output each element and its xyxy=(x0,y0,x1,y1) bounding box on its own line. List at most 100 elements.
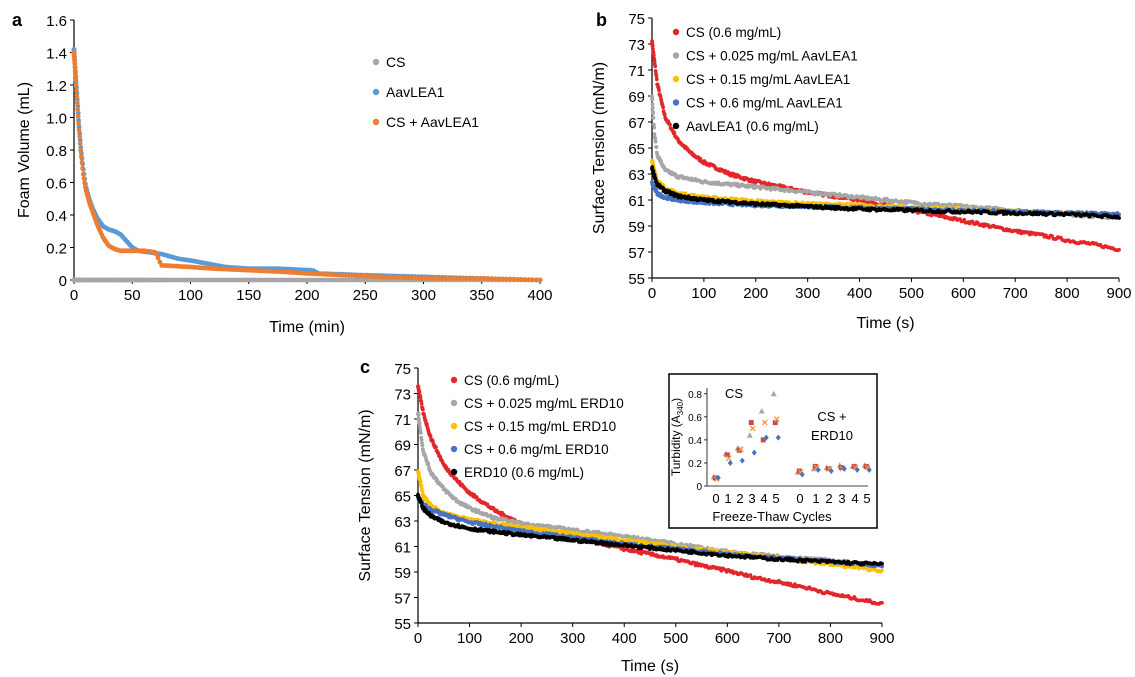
data-point xyxy=(426,462,431,467)
data-point xyxy=(417,471,421,476)
data-point xyxy=(419,401,424,406)
data-point xyxy=(653,136,658,141)
data-point xyxy=(73,77,79,83)
data-point xyxy=(489,276,494,282)
data-point xyxy=(73,82,79,88)
y-tick-label: 59 xyxy=(394,565,411,582)
data-point xyxy=(432,276,438,281)
data-point xyxy=(72,68,78,74)
legend-entry: CS + 0.6 mg/mL AavLEA1 xyxy=(686,96,843,111)
data-point xyxy=(82,180,88,186)
data-point xyxy=(417,421,422,426)
data-point xyxy=(74,88,79,93)
data-point xyxy=(522,277,528,282)
data-point xyxy=(416,413,421,417)
y-axis-label: Surface Tension (mN/m) xyxy=(591,62,608,234)
x-tick-label: 50 xyxy=(124,287,141,304)
data-point xyxy=(651,169,656,174)
x-tick-label: 600 xyxy=(951,285,976,302)
x-tick-label: 700 xyxy=(1003,285,1028,302)
x-axis-label: Time (min) xyxy=(269,319,345,336)
data-point xyxy=(654,145,659,150)
legend-entry: CS + 0.025 mg/mL AavLEA1 xyxy=(686,49,858,64)
y-tick-label: 0 xyxy=(59,273,67,290)
data-point xyxy=(657,88,661,93)
x-tick-label: 900 xyxy=(1106,285,1131,302)
data-point xyxy=(654,77,659,82)
data-point xyxy=(453,276,459,281)
data-point xyxy=(651,47,655,51)
data-point xyxy=(651,122,656,127)
data-point xyxy=(651,115,656,120)
x-axis-label: Time (s) xyxy=(856,315,914,332)
y-tick-label: 63 xyxy=(394,514,411,531)
y-tick-label: 63 xyxy=(628,167,645,184)
data-point xyxy=(530,277,535,283)
data-point xyxy=(482,276,487,281)
legend-entry: AavLEA1 (0.6 mg/mL) xyxy=(686,119,819,134)
data-point xyxy=(74,100,80,106)
y-tick-label: 1.6 xyxy=(46,13,67,30)
data-point xyxy=(653,69,658,73)
y-tick-label: 73 xyxy=(628,37,645,54)
legend-marker xyxy=(672,52,680,59)
data-point xyxy=(511,276,517,282)
legend-entry: CS + AavLEA1 xyxy=(386,114,479,130)
data-point xyxy=(503,276,509,282)
panel-label-a: a xyxy=(12,10,23,30)
chart-panel-a: 00.20.40.60.81.01.21.41.60 50 100 150 200 250… xyxy=(16,13,553,336)
y-tick-label: 1.0 xyxy=(46,111,67,128)
data-point xyxy=(537,277,543,283)
data-point xyxy=(464,276,469,281)
data-point xyxy=(420,407,425,412)
data-point xyxy=(76,127,82,133)
data-point xyxy=(650,39,654,43)
legend: CS (0.6 mg/mL) CS + 0.025 mg/mL AavLEA1 CS… xyxy=(672,25,858,134)
data-point xyxy=(662,112,667,117)
data-point xyxy=(880,564,884,569)
data-point xyxy=(77,134,83,140)
data-point xyxy=(418,395,423,400)
y-axis-label: Foam Volume (mL) xyxy=(16,82,33,218)
data-point xyxy=(526,277,531,283)
data-point xyxy=(417,390,422,395)
x-tick-label: 900 xyxy=(869,630,894,647)
y-tick-label: 0.6 xyxy=(46,176,67,193)
data-point xyxy=(658,94,663,98)
data-point xyxy=(661,105,665,110)
data-point xyxy=(880,600,884,605)
data-point xyxy=(419,437,424,442)
legend-entry: CS (0.6 mg/mL) xyxy=(686,25,781,40)
panel-label-c: c xyxy=(360,357,370,377)
y-tick-label: 71 xyxy=(628,63,645,80)
data-point xyxy=(75,107,81,112)
data-point xyxy=(651,111,656,116)
legend-entry: AavLEA1 xyxy=(386,84,445,100)
data-point xyxy=(428,434,433,439)
x-tick-label: 150 xyxy=(236,287,261,304)
y-tick-label: 59 xyxy=(628,219,645,236)
legend-entry: CS + 0.15 mg/mL AavLEA1 xyxy=(686,72,850,87)
data-point xyxy=(434,445,438,449)
data-point xyxy=(1000,209,1005,214)
data-point xyxy=(419,501,424,505)
data-point xyxy=(652,125,657,130)
data-point xyxy=(75,110,81,116)
x-tick-label: 100 xyxy=(691,285,716,302)
data-point xyxy=(420,443,425,448)
data-point xyxy=(474,276,480,281)
y-tick-label: 69 xyxy=(394,438,411,455)
data-point xyxy=(467,276,473,281)
data-point xyxy=(443,276,448,281)
data-point xyxy=(650,97,655,102)
data-point xyxy=(73,72,78,78)
x-tick-label: 300 xyxy=(795,285,820,302)
y-tick-label: 71 xyxy=(394,412,411,429)
legend-marker xyxy=(672,28,680,36)
y-tick-label: 61 xyxy=(628,193,645,210)
data-point xyxy=(652,132,657,136)
y-axis-label: Surface Tension (mN/m) xyxy=(357,409,374,581)
data-point xyxy=(431,439,435,443)
